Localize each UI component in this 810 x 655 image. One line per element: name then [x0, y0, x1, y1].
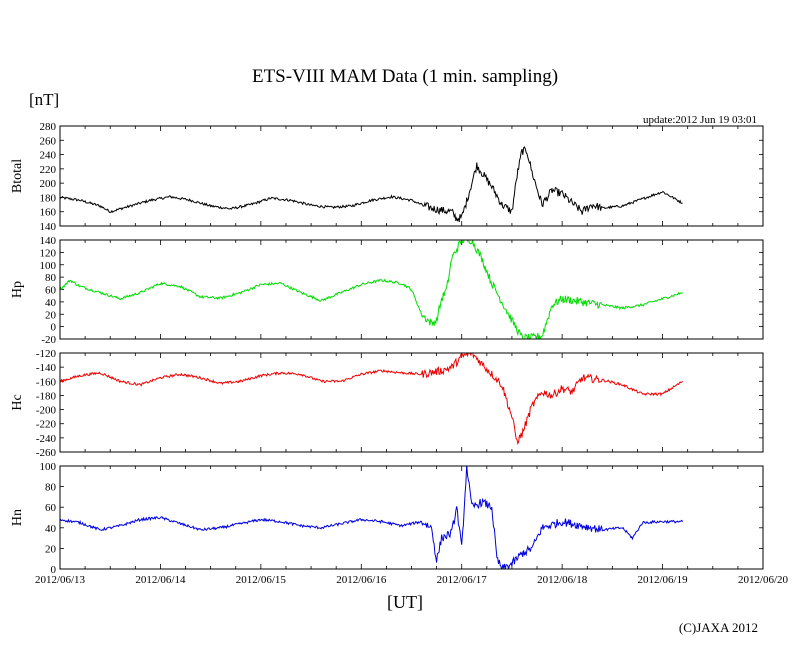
y-tick-label: 20 — [45, 543, 57, 555]
y-tick-label: -140 — [36, 362, 57, 374]
panel-btotal: 140 160 180 200 220 240 260 280 Btotal — [10, 121, 764, 233]
y-axis-label-hc: Hc — [10, 394, 25, 410]
y-tick-label: 240 — [40, 150, 57, 162]
y-tick-label: 280 — [40, 121, 57, 133]
y-tick-label: 60 — [45, 502, 57, 514]
y-tick-label: -260 — [36, 447, 57, 459]
y-tick-label: 60 — [45, 285, 57, 297]
y-axis-label-hn: Hn — [10, 509, 25, 526]
unit-label: [nT] — [29, 90, 60, 109]
panel-frame — [59, 465, 764, 570]
y-tick-label: 200 — [40, 178, 57, 190]
y-tick-label: 180 — [40, 192, 57, 204]
panel-hc: -260 -240 -220 -200 -180 -160 -140 -120 Hc — [10, 348, 764, 459]
y-tick-label: -160 — [36, 376, 57, 388]
x-tick-label: 2012/06/17 — [437, 574, 488, 586]
panel-hn: 0 20 40 60 80 100 Hn — [10, 461, 764, 576]
x-tick-label: 2012/06/15 — [236, 574, 287, 586]
y-tick-label: 100 — [40, 461, 57, 473]
y-tick-label: 140 — [40, 235, 57, 247]
series-line-hc — [60, 353, 684, 445]
y-tick-label: 220 — [40, 164, 57, 176]
y-tick-label: 140 — [40, 221, 57, 233]
series-line-hn — [60, 466, 684, 569]
copyright-text: (C)JAXA 2012 — [678, 620, 758, 635]
y-tick-label: 80 — [45, 482, 57, 494]
y-tick-label: -120 — [36, 348, 57, 360]
y-tick-label: 40 — [45, 523, 57, 535]
y-tick-label: 80 — [45, 272, 57, 284]
y-tick-label: -20 — [41, 334, 56, 346]
y-tick-label: 260 — [40, 135, 57, 147]
y-tick-label: 40 — [45, 297, 57, 309]
y-tick-label: -240 — [36, 433, 57, 445]
x-tick-label: 2012/06/13 — [35, 574, 86, 586]
x-tick-label: 2012/06/16 — [336, 574, 387, 586]
y-tick-label: -200 — [36, 405, 57, 417]
x-tick-label: 2012/06/18 — [537, 574, 588, 586]
y-tick-label: 120 — [40, 247, 57, 259]
x-axis-label: [UT] — [387, 592, 423, 612]
y-tick-label: -180 — [36, 390, 57, 402]
chart-title: ETS-VIII MAM Data (1 min. sampling) — [251, 66, 559, 87]
panel-frame — [59, 125, 764, 227]
panel-frame — [59, 352, 764, 453]
y-tick-label: 0 — [51, 322, 57, 334]
x-tick-label: 2012/06/20 — [738, 574, 789, 586]
y-tick-label: 100 — [40, 260, 57, 272]
update-timestamp: update:2012 Jun 19 03:01 — [643, 114, 757, 126]
series-line-btotal — [60, 146, 683, 223]
y-tick-label: 20 — [45, 309, 57, 321]
panel-frame — [59, 239, 764, 340]
series-line-hp — [60, 240, 684, 339]
x-tick-label: 2012/06/14 — [135, 574, 186, 586]
y-axis-label-hp: Hp — [10, 281, 25, 298]
y-tick-label: 160 — [40, 207, 57, 219]
y-axis-label-btotal: Btotal — [10, 159, 25, 193]
y-tick-label: 0 — [51, 564, 57, 576]
x-tick-label: 2012/06/19 — [638, 574, 689, 586]
y-tick-label: -220 — [36, 419, 57, 431]
